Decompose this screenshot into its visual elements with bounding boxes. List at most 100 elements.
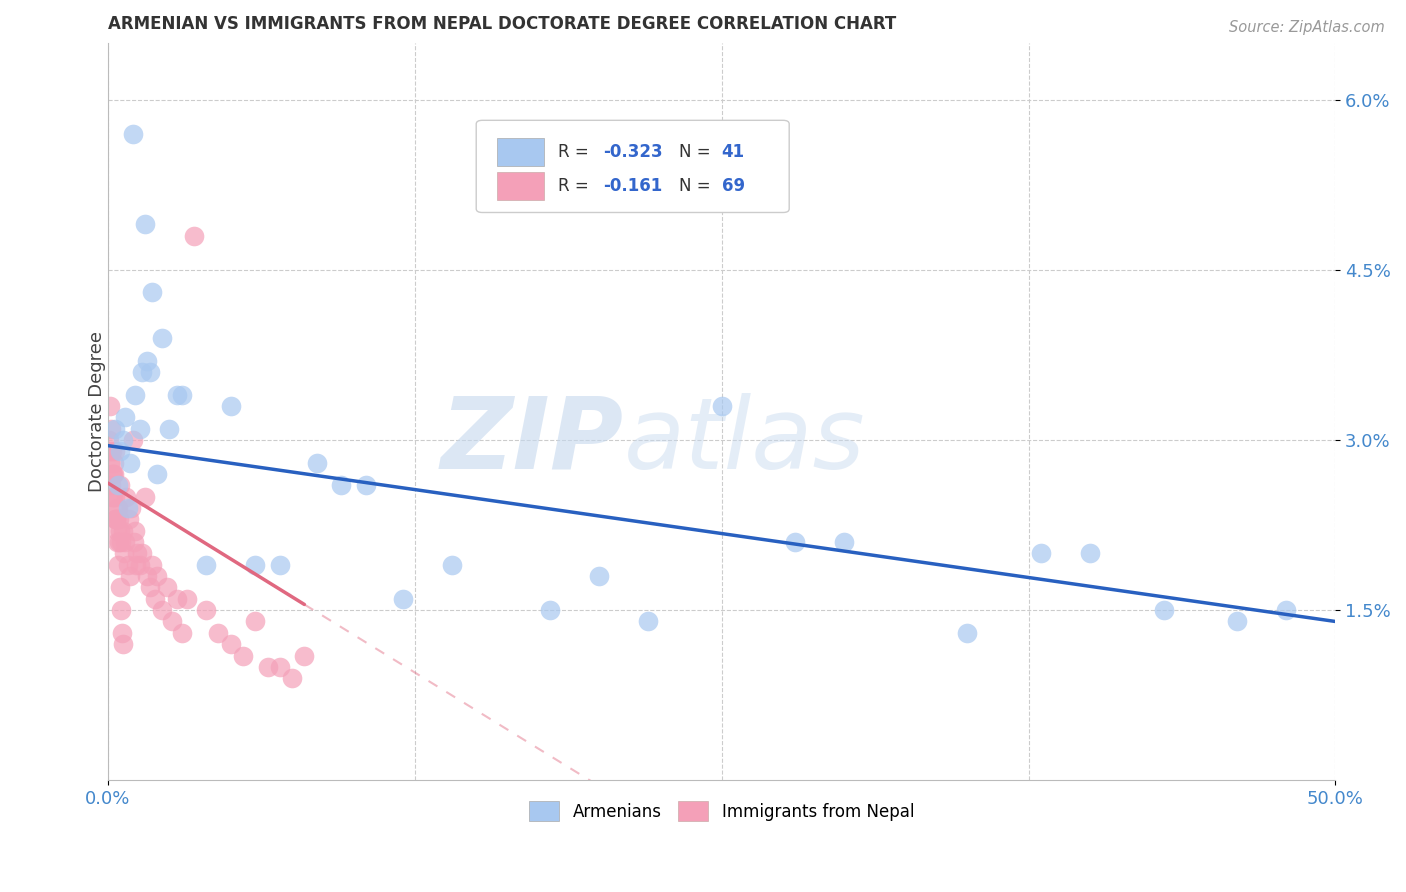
Text: R =: R = xyxy=(558,177,595,195)
Point xyxy=(120,501,142,516)
Text: N =: N = xyxy=(679,177,716,195)
Point xyxy=(150,331,173,345)
Point xyxy=(104,512,127,526)
FancyBboxPatch shape xyxy=(477,120,789,212)
Point xyxy=(157,422,180,436)
Point xyxy=(1078,546,1101,560)
Point xyxy=(124,387,146,401)
Point xyxy=(136,569,159,583)
Point xyxy=(111,524,134,538)
Point xyxy=(103,467,125,481)
Point xyxy=(131,546,153,560)
Point xyxy=(112,637,135,651)
Point xyxy=(141,285,163,300)
Point xyxy=(107,558,129,572)
Point xyxy=(232,648,254,663)
Text: -0.323: -0.323 xyxy=(603,143,662,161)
Point xyxy=(129,558,152,572)
Point xyxy=(146,569,169,583)
Point xyxy=(100,444,122,458)
Text: -0.161: -0.161 xyxy=(603,177,662,195)
Point xyxy=(121,433,143,447)
Point xyxy=(160,615,183,629)
FancyBboxPatch shape xyxy=(498,172,544,200)
Point xyxy=(108,581,131,595)
Point xyxy=(245,615,267,629)
Point xyxy=(107,478,129,492)
Point xyxy=(111,433,134,447)
Point xyxy=(117,501,139,516)
Point xyxy=(117,558,139,572)
Text: R =: R = xyxy=(558,143,595,161)
Point xyxy=(98,433,121,447)
Point xyxy=(269,660,291,674)
Point xyxy=(391,591,413,606)
Point xyxy=(219,399,242,413)
Point xyxy=(101,444,124,458)
Text: 69: 69 xyxy=(721,177,745,195)
Legend: Armenians, Immigrants from Nepal: Armenians, Immigrants from Nepal xyxy=(523,795,921,827)
Point xyxy=(104,512,127,526)
Point xyxy=(138,365,160,379)
Point xyxy=(98,399,121,413)
Point xyxy=(105,512,128,526)
Point xyxy=(281,671,304,685)
Text: ZIP: ZIP xyxy=(440,392,623,490)
Point xyxy=(141,558,163,572)
Point xyxy=(219,637,242,651)
Point xyxy=(834,535,856,549)
Point xyxy=(637,615,659,629)
Point xyxy=(125,558,148,572)
Point xyxy=(103,456,125,470)
Point xyxy=(118,512,141,526)
Point xyxy=(115,490,138,504)
Point xyxy=(138,581,160,595)
Point xyxy=(183,228,205,243)
Point xyxy=(104,444,127,458)
Text: N =: N = xyxy=(679,143,716,161)
Point xyxy=(785,535,807,549)
Point xyxy=(538,603,561,617)
Point xyxy=(108,524,131,538)
Point xyxy=(105,524,128,538)
Point xyxy=(256,660,278,674)
Point xyxy=(100,422,122,436)
Point xyxy=(121,127,143,141)
Point xyxy=(146,467,169,481)
Point xyxy=(166,591,188,606)
Point xyxy=(195,558,218,572)
Point xyxy=(305,456,328,470)
Point xyxy=(110,535,132,549)
Point xyxy=(1029,546,1052,560)
Point xyxy=(176,591,198,606)
Point xyxy=(956,625,979,640)
Point xyxy=(710,399,733,413)
Point xyxy=(112,546,135,560)
Point xyxy=(292,648,315,663)
Point xyxy=(207,625,229,640)
Point xyxy=(101,490,124,504)
Point xyxy=(166,387,188,401)
Point xyxy=(143,591,166,606)
Point xyxy=(110,603,132,617)
Point xyxy=(170,387,193,401)
Point xyxy=(98,456,121,470)
Point xyxy=(269,558,291,572)
Point xyxy=(103,490,125,504)
Point xyxy=(1226,615,1249,629)
Point xyxy=(100,478,122,492)
Text: 41: 41 xyxy=(721,143,745,161)
Text: ARMENIAN VS IMMIGRANTS FROM NEPAL DOCTORATE DEGREE CORRELATION CHART: ARMENIAN VS IMMIGRANTS FROM NEPAL DOCTOR… xyxy=(108,15,896,33)
Text: atlas: atlas xyxy=(623,392,865,490)
Point xyxy=(105,501,128,516)
FancyBboxPatch shape xyxy=(498,138,544,166)
Point xyxy=(107,501,129,516)
Point xyxy=(104,422,127,436)
Point xyxy=(134,490,156,504)
Point xyxy=(100,467,122,481)
Point xyxy=(245,558,267,572)
Point xyxy=(120,569,142,583)
Point xyxy=(134,218,156,232)
Point xyxy=(111,625,134,640)
Point xyxy=(122,535,145,549)
